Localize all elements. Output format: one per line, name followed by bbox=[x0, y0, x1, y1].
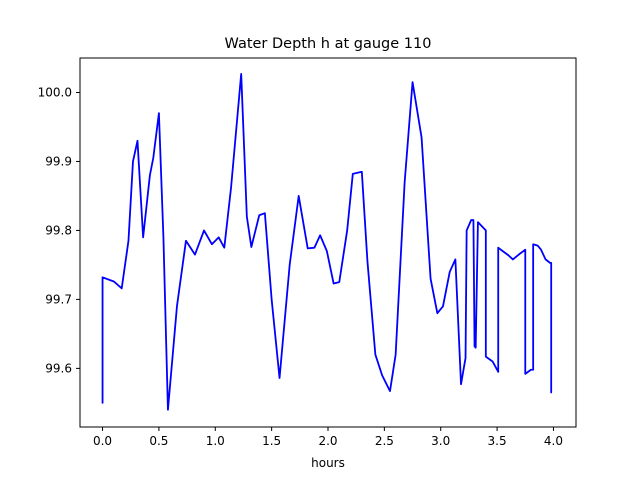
x-tick-label: 1.5 bbox=[262, 434, 281, 448]
x-tick-label: 4.0 bbox=[544, 434, 563, 448]
x-tick-label: 1.0 bbox=[206, 434, 225, 448]
series-line-0 bbox=[101, 72, 553, 411]
y-axis: 99.6 99.7 99.8 99.9 100.0 bbox=[38, 85, 80, 375]
y-tick-label: 99.7 bbox=[45, 292, 72, 306]
y-tick-label: 99.9 bbox=[45, 154, 72, 168]
x-tick-label: 0.5 bbox=[149, 434, 168, 448]
x-tick-label: 3.5 bbox=[488, 434, 507, 448]
x-tick-label: 0.0 bbox=[93, 434, 112, 448]
y-tick-label: 99.6 bbox=[45, 361, 72, 375]
chart-title: Water Depth h at gauge 110 bbox=[225, 36, 432, 52]
plot-area bbox=[101, 72, 553, 411]
x-tick-label: 2.5 bbox=[375, 434, 394, 448]
x-tick-label: 3.0 bbox=[431, 434, 450, 448]
y-tick-label: 99.8 bbox=[45, 223, 72, 237]
x-axis-label: hours bbox=[311, 456, 345, 470]
y-tick-label: 100.0 bbox=[38, 85, 72, 99]
x-tick-label: 2.0 bbox=[318, 434, 337, 448]
x-axis: 0.0 0.5 1.0 1.5 2.0 2.5 3.0 3.5 4.0 bbox=[93, 427, 563, 448]
